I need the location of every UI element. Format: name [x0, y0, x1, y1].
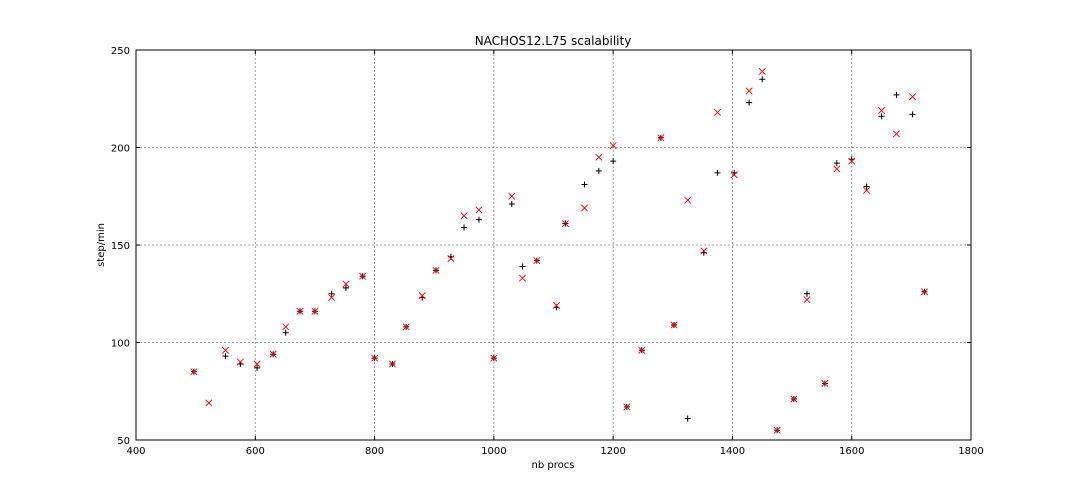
x-marker-point	[580, 204, 589, 212]
plus-marker-point	[581, 181, 588, 188]
x-marker-point	[328, 294, 336, 302]
plus-marker-point	[746, 99, 753, 106]
plus-marker-point	[610, 158, 617, 165]
x-tick-label: 1000	[481, 446, 506, 457]
plus-marker-point	[684, 415, 691, 422]
x-marker-point	[700, 247, 708, 255]
x-marker-point	[623, 403, 631, 411]
x-marker-point	[638, 346, 646, 354]
series-1-points	[190, 76, 928, 434]
x-axis-title: nb procs	[532, 460, 575, 471]
x-marker-point	[821, 379, 829, 387]
x-marker-point	[878, 106, 886, 114]
plus-marker-point	[803, 290, 810, 297]
y-tick-label: 250	[111, 46, 130, 57]
plus-marker-point	[222, 353, 229, 360]
plus-marker-point	[328, 290, 335, 297]
x-marker-point	[684, 196, 692, 204]
x-marker-point	[657, 134, 665, 142]
x-marker-point	[236, 358, 244, 366]
plus-marker-point	[878, 113, 885, 120]
x-marker-point	[745, 87, 753, 95]
plus-marker-point	[519, 263, 526, 270]
x-marker-point	[803, 296, 811, 304]
x-tick-label: 1600	[839, 446, 864, 457]
y-tick-label: 50	[117, 436, 130, 447]
x-tick-label: 400	[126, 446, 145, 457]
plus-marker-point	[759, 76, 766, 83]
x-marker-point	[833, 165, 841, 173]
x-marker-point	[595, 153, 603, 161]
x-marker-point	[533, 257, 541, 265]
x-marker-point	[296, 307, 304, 315]
plus-marker-point	[595, 167, 602, 174]
plus-marker-point	[909, 111, 916, 118]
plus-marker-point	[714, 169, 721, 176]
x-marker-point	[490, 354, 498, 362]
grid-lines	[136, 50, 971, 440]
x-tick-label: 1200	[600, 446, 625, 457]
x-marker-point	[909, 93, 917, 101]
x-marker-point	[609, 142, 617, 150]
x-marker-point	[730, 171, 738, 179]
x-marker-point	[418, 292, 426, 300]
plus-marker-point	[461, 224, 468, 231]
plus-marker-point	[254, 364, 261, 371]
x-marker-point	[773, 426, 781, 434]
x-marker-point	[848, 157, 856, 165]
x-tick-label: 1800	[958, 446, 983, 457]
x-marker-point	[508, 192, 516, 200]
x-marker-point	[561, 220, 569, 228]
x-marker-point	[670, 321, 678, 329]
x-marker-point	[253, 360, 261, 368]
x-marker-point	[388, 360, 396, 368]
x-marker-point	[402, 323, 410, 331]
x-marker-point	[432, 266, 440, 274]
x-marker-point	[342, 280, 350, 288]
x-marker-point	[518, 274, 527, 282]
x-marker-point	[475, 206, 483, 214]
x-marker-point	[205, 399, 213, 407]
axis-ticks: 400 600 800 1000 1200 1400 1600 1800 50 100 150 200…	[111, 46, 984, 457]
chart-title: NACHOS12.L75 scalability	[475, 34, 632, 48]
y-tick-label: 200	[111, 144, 130, 155]
x-marker-point	[713, 108, 722, 116]
x-marker-point	[758, 67, 766, 75]
x-marker-point	[190, 368, 198, 376]
x-tick-label: 600	[246, 446, 265, 457]
x-marker-point	[447, 255, 455, 263]
x-marker-point	[863, 186, 871, 194]
x-marker-point	[221, 346, 229, 354]
x-tick-label: 800	[365, 446, 384, 457]
x-marker-point	[790, 395, 798, 403]
plus-marker-point	[508, 201, 515, 208]
x-marker-point	[359, 272, 367, 280]
plus-marker-point	[833, 160, 840, 167]
data-points	[190, 67, 928, 434]
y-axis-title: step/min	[96, 223, 107, 267]
plus-marker-point	[282, 329, 289, 336]
x-tick-label: 1400	[720, 446, 745, 457]
y-tick-label: 100	[111, 339, 130, 350]
plus-marker-point	[893, 91, 900, 98]
plus-marker-point	[475, 216, 482, 223]
plus-marker-point	[342, 284, 349, 291]
series-2-points	[190, 67, 928, 434]
x-marker-point	[269, 350, 277, 358]
plus-marker-point	[863, 183, 870, 190]
y-tick-label: 150	[111, 241, 130, 252]
x-marker-point	[282, 323, 290, 331]
x-marker-point	[460, 212, 468, 220]
x-marker-point	[552, 301, 561, 309]
x-marker-point	[892, 130, 900, 138]
x-marker-point	[311, 307, 319, 315]
x-marker-point	[920, 288, 928, 296]
x-marker-point	[371, 354, 379, 362]
